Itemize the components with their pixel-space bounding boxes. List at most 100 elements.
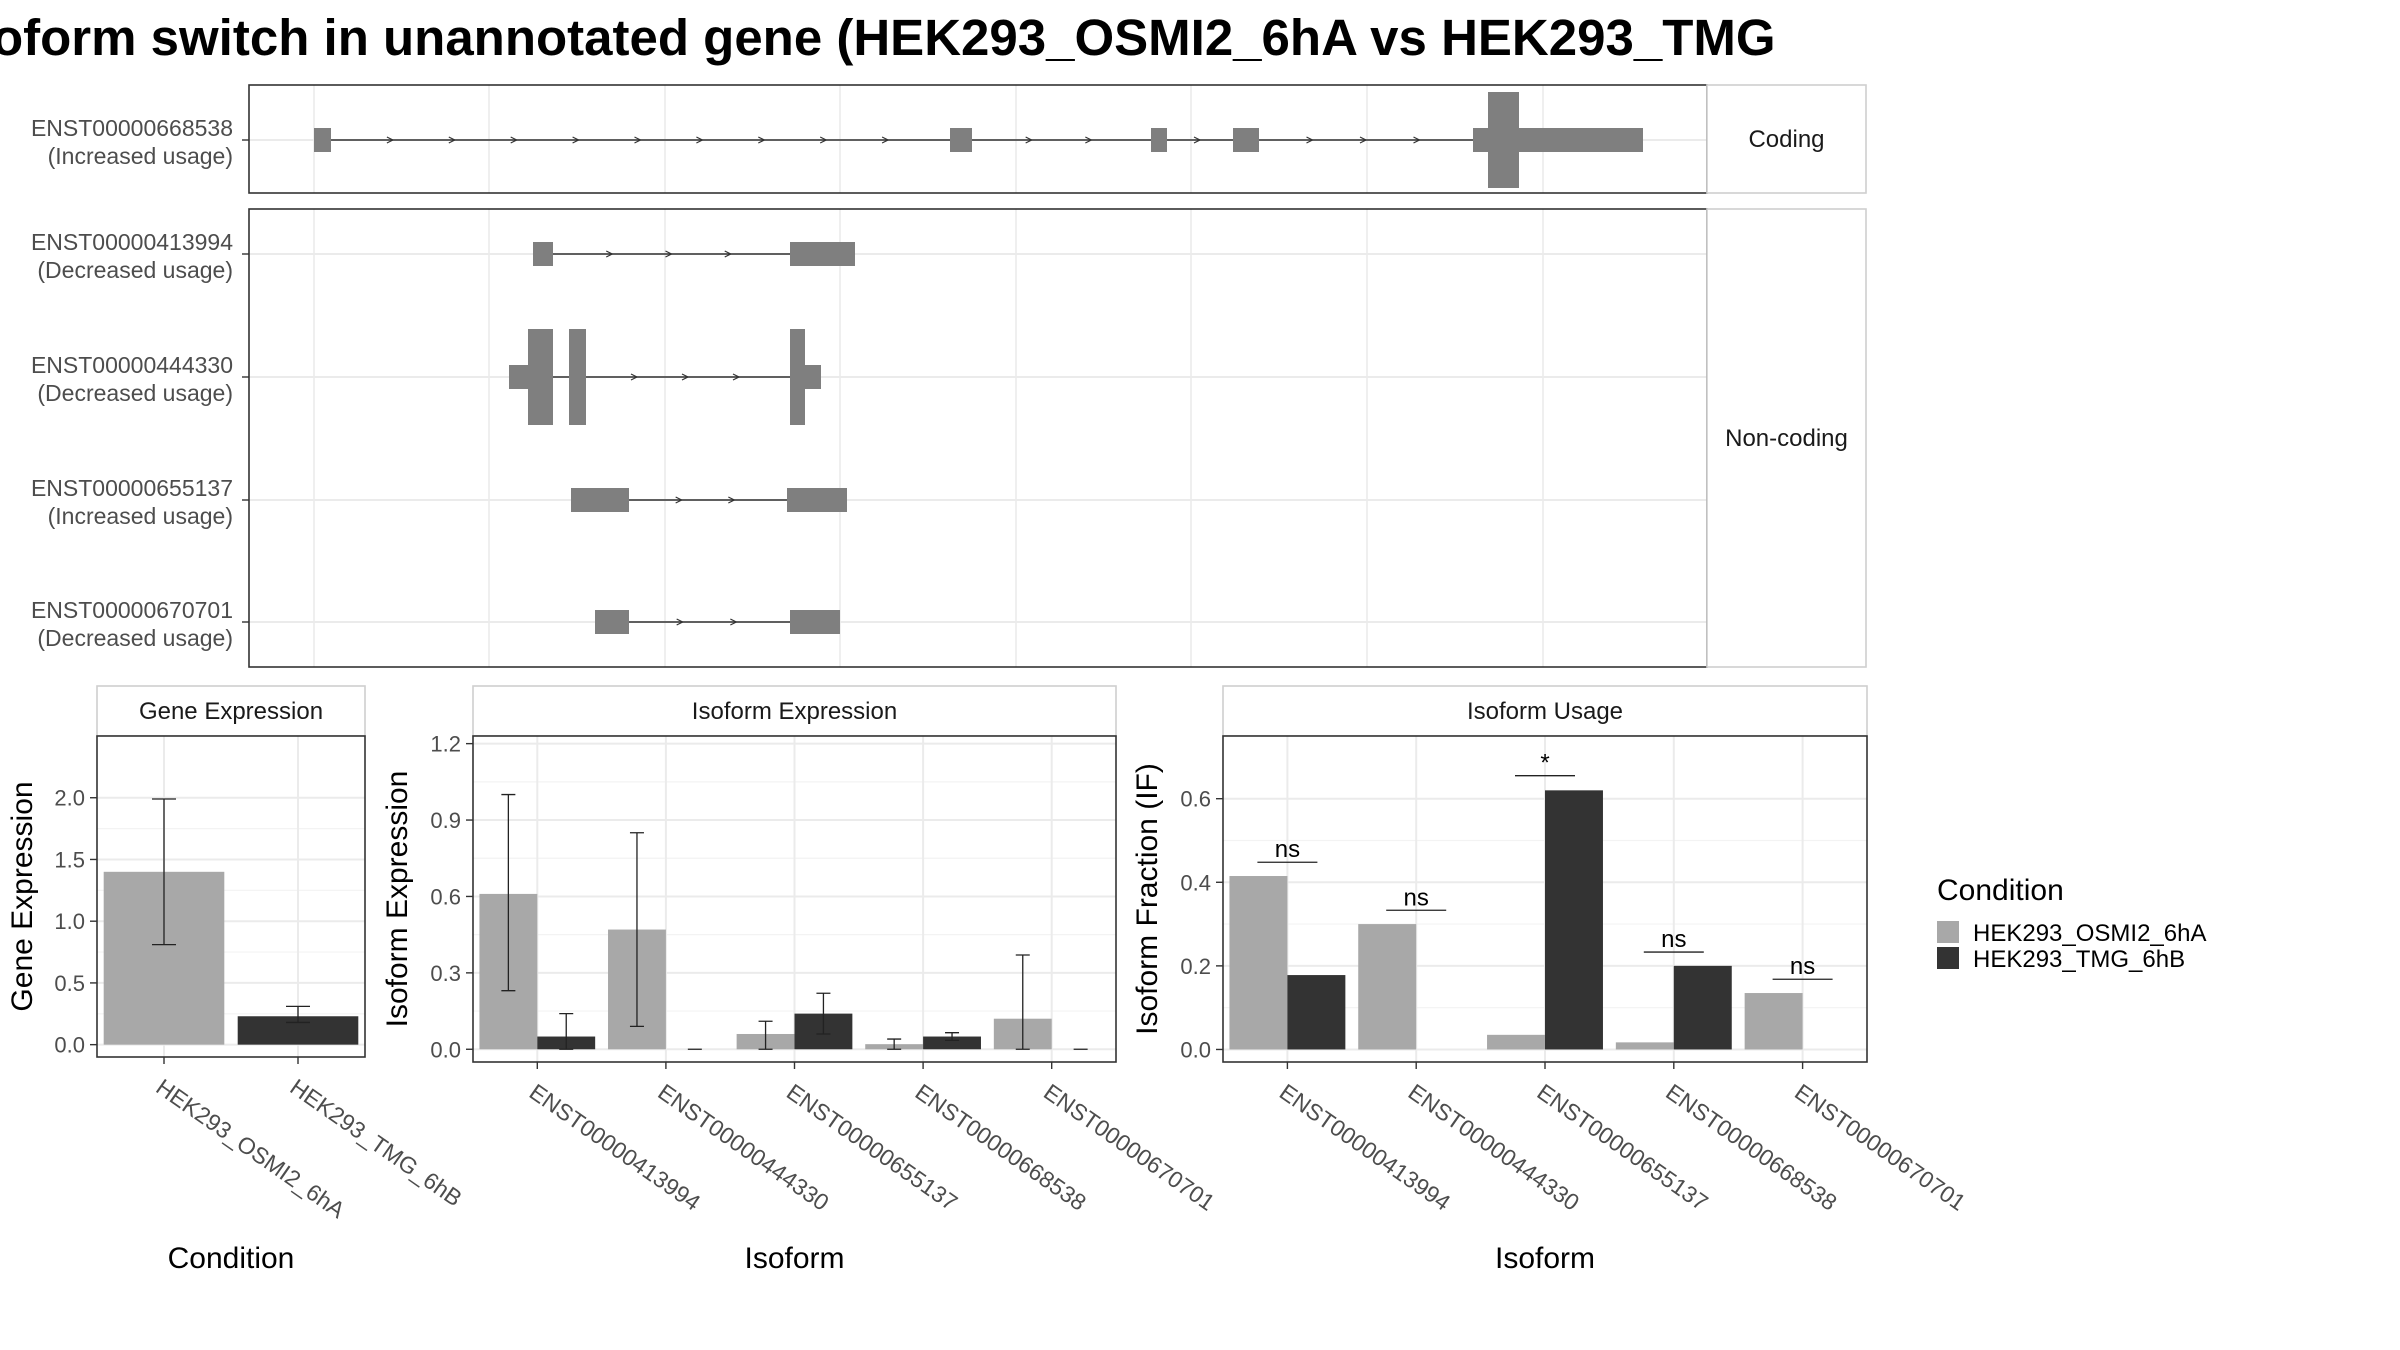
- legend-key-condition-b: [1937, 947, 1959, 969]
- structure-panel-coding: Coding ENST00000668538(Increased usage): [31, 84, 1867, 194]
- strand-arrow: [758, 136, 766, 144]
- panel-background: [249, 209, 1707, 667]
- bar: [1615, 1042, 1674, 1050]
- transcript-id-label: ENST00000670701: [31, 597, 233, 623]
- exon: [571, 488, 629, 512]
- y-tick-label: 0.0: [54, 1033, 85, 1058]
- transcript-track: [571, 488, 847, 512]
- significance-label: ns: [1275, 836, 1300, 863]
- error-bar: [945, 1032, 960, 1041]
- transcript-id-label: ENST00000413994: [31, 229, 233, 255]
- facet-strip-label: Coding: [1748, 126, 1824, 153]
- transcript-track: [595, 610, 840, 634]
- error-bar: [758, 1020, 773, 1050]
- exon: [805, 365, 821, 389]
- y-tick-label: 1.2: [430, 732, 461, 757]
- strand-arrow: [724, 250, 733, 258]
- legend-label-condition-b: HEK293_TMG_6hB: [1973, 946, 2185, 973]
- strand-arrow: [881, 136, 890, 144]
- transcript-track: [314, 92, 1643, 188]
- significance-label: ns: [1661, 926, 1686, 953]
- y-axis-title: Isoform Expression: [381, 771, 414, 1028]
- bar: [1744, 993, 1803, 1050]
- error-bar: [1015, 954, 1030, 1050]
- exon: [595, 610, 629, 634]
- isoform-usage-chart: Isoform Usagensns*nsns0.00.20.40.6ENST00…: [1131, 685, 1971, 1275]
- panel-strip: [96, 685, 366, 737]
- strand-arrow: [1085, 136, 1093, 144]
- exon: [790, 242, 855, 266]
- strand-arrow: [1359, 136, 1368, 144]
- significance-label: *: [1540, 750, 1549, 777]
- y-tick-label: 0.9: [430, 808, 461, 833]
- exon: [950, 128, 972, 152]
- panel-strip: [472, 685, 1117, 737]
- exon: [314, 128, 331, 152]
- facet-strip: [1706, 208, 1867, 668]
- transcript-usage-label: (Increased usage): [48, 143, 233, 169]
- bar: [1358, 924, 1417, 1050]
- isoform-expression-chart: Isoform Expression0.00.30.60.91.2ENST000…: [381, 685, 1220, 1275]
- transcript-usage-label: (Increased usage): [48, 503, 233, 529]
- bar: [1487, 1034, 1545, 1050]
- significance-label: ns: [1404, 884, 1429, 911]
- transcript-id-label: ENST00000668538: [31, 115, 233, 141]
- panel-strip-label: Gene Expression: [139, 698, 323, 725]
- transcript-track: [509, 329, 821, 425]
- exon: [569, 329, 586, 425]
- strand-arrow: [630, 373, 639, 381]
- exon: [1519, 128, 1643, 152]
- y-tick-label: 0.2: [1180, 954, 1211, 979]
- transcript-track: [533, 242, 855, 266]
- strand-arrow: [572, 136, 580, 144]
- legend-key-condition-a: [1937, 921, 1959, 943]
- error-bar: [152, 798, 176, 946]
- y-tick-label: 0.0: [1180, 1037, 1211, 1062]
- strand-arrow: [1193, 136, 1202, 144]
- transcript-id-label: ENST00000655137: [31, 475, 233, 501]
- strand-arrow: [730, 618, 738, 626]
- strand-arrow: [605, 250, 614, 258]
- y-tick-label: 0.3: [430, 961, 461, 986]
- bar: [1673, 965, 1732, 1050]
- strand-arrow: [676, 618, 685, 626]
- exon: [1488, 92, 1519, 188]
- exon: [1151, 128, 1167, 152]
- significance-label: ns: [1790, 953, 1815, 980]
- panel-strip: [1222, 685, 1868, 737]
- strand-arrow: [510, 136, 519, 144]
- strand-arrow: [675, 496, 684, 504]
- strand-arrow: [1413, 136, 1421, 144]
- transcript-usage-label: (Decreased usage): [37, 257, 233, 283]
- strand-arrow: [386, 136, 395, 144]
- exon: [1233, 128, 1259, 152]
- exon: [533, 242, 553, 266]
- panel-strip-label: Isoform Expression: [692, 698, 897, 725]
- error-bar: [629, 832, 644, 1027]
- legend-label-condition-a: HEK293_OSMI2_6hA: [1973, 920, 2206, 947]
- strand-arrow: [728, 496, 736, 504]
- figure-title: oform switch in unannotated gene (HEK293…: [0, 9, 1776, 66]
- legend: Condition HEK293_OSMI2_6hA HEK293_TMG_6h…: [1937, 874, 2206, 973]
- error-bar: [286, 1005, 310, 1024]
- y-tick-label: 2.0: [54, 786, 85, 811]
- bar: [1545, 790, 1603, 1050]
- facet-strip: [1706, 84, 1867, 194]
- error-bar: [501, 793, 516, 992]
- error-bar: [887, 1038, 902, 1050]
- panel-strip-label: Isoform Usage: [1467, 698, 1623, 725]
- y-axis-title: Isoform Fraction (IF): [1131, 763, 1164, 1035]
- strand-arrow: [634, 136, 642, 144]
- error-bar: [559, 1012, 574, 1050]
- strand-arrow: [681, 373, 690, 381]
- strand-arrow: [696, 136, 704, 144]
- transcript-usage-label: (Decreased usage): [37, 625, 233, 651]
- bar: [1229, 876, 1288, 1050]
- strand-arrow: [819, 136, 828, 144]
- y-axis-title: Gene Expression: [6, 781, 39, 1011]
- legend-title: Condition: [1937, 874, 2064, 907]
- strand-arrow: [665, 250, 673, 258]
